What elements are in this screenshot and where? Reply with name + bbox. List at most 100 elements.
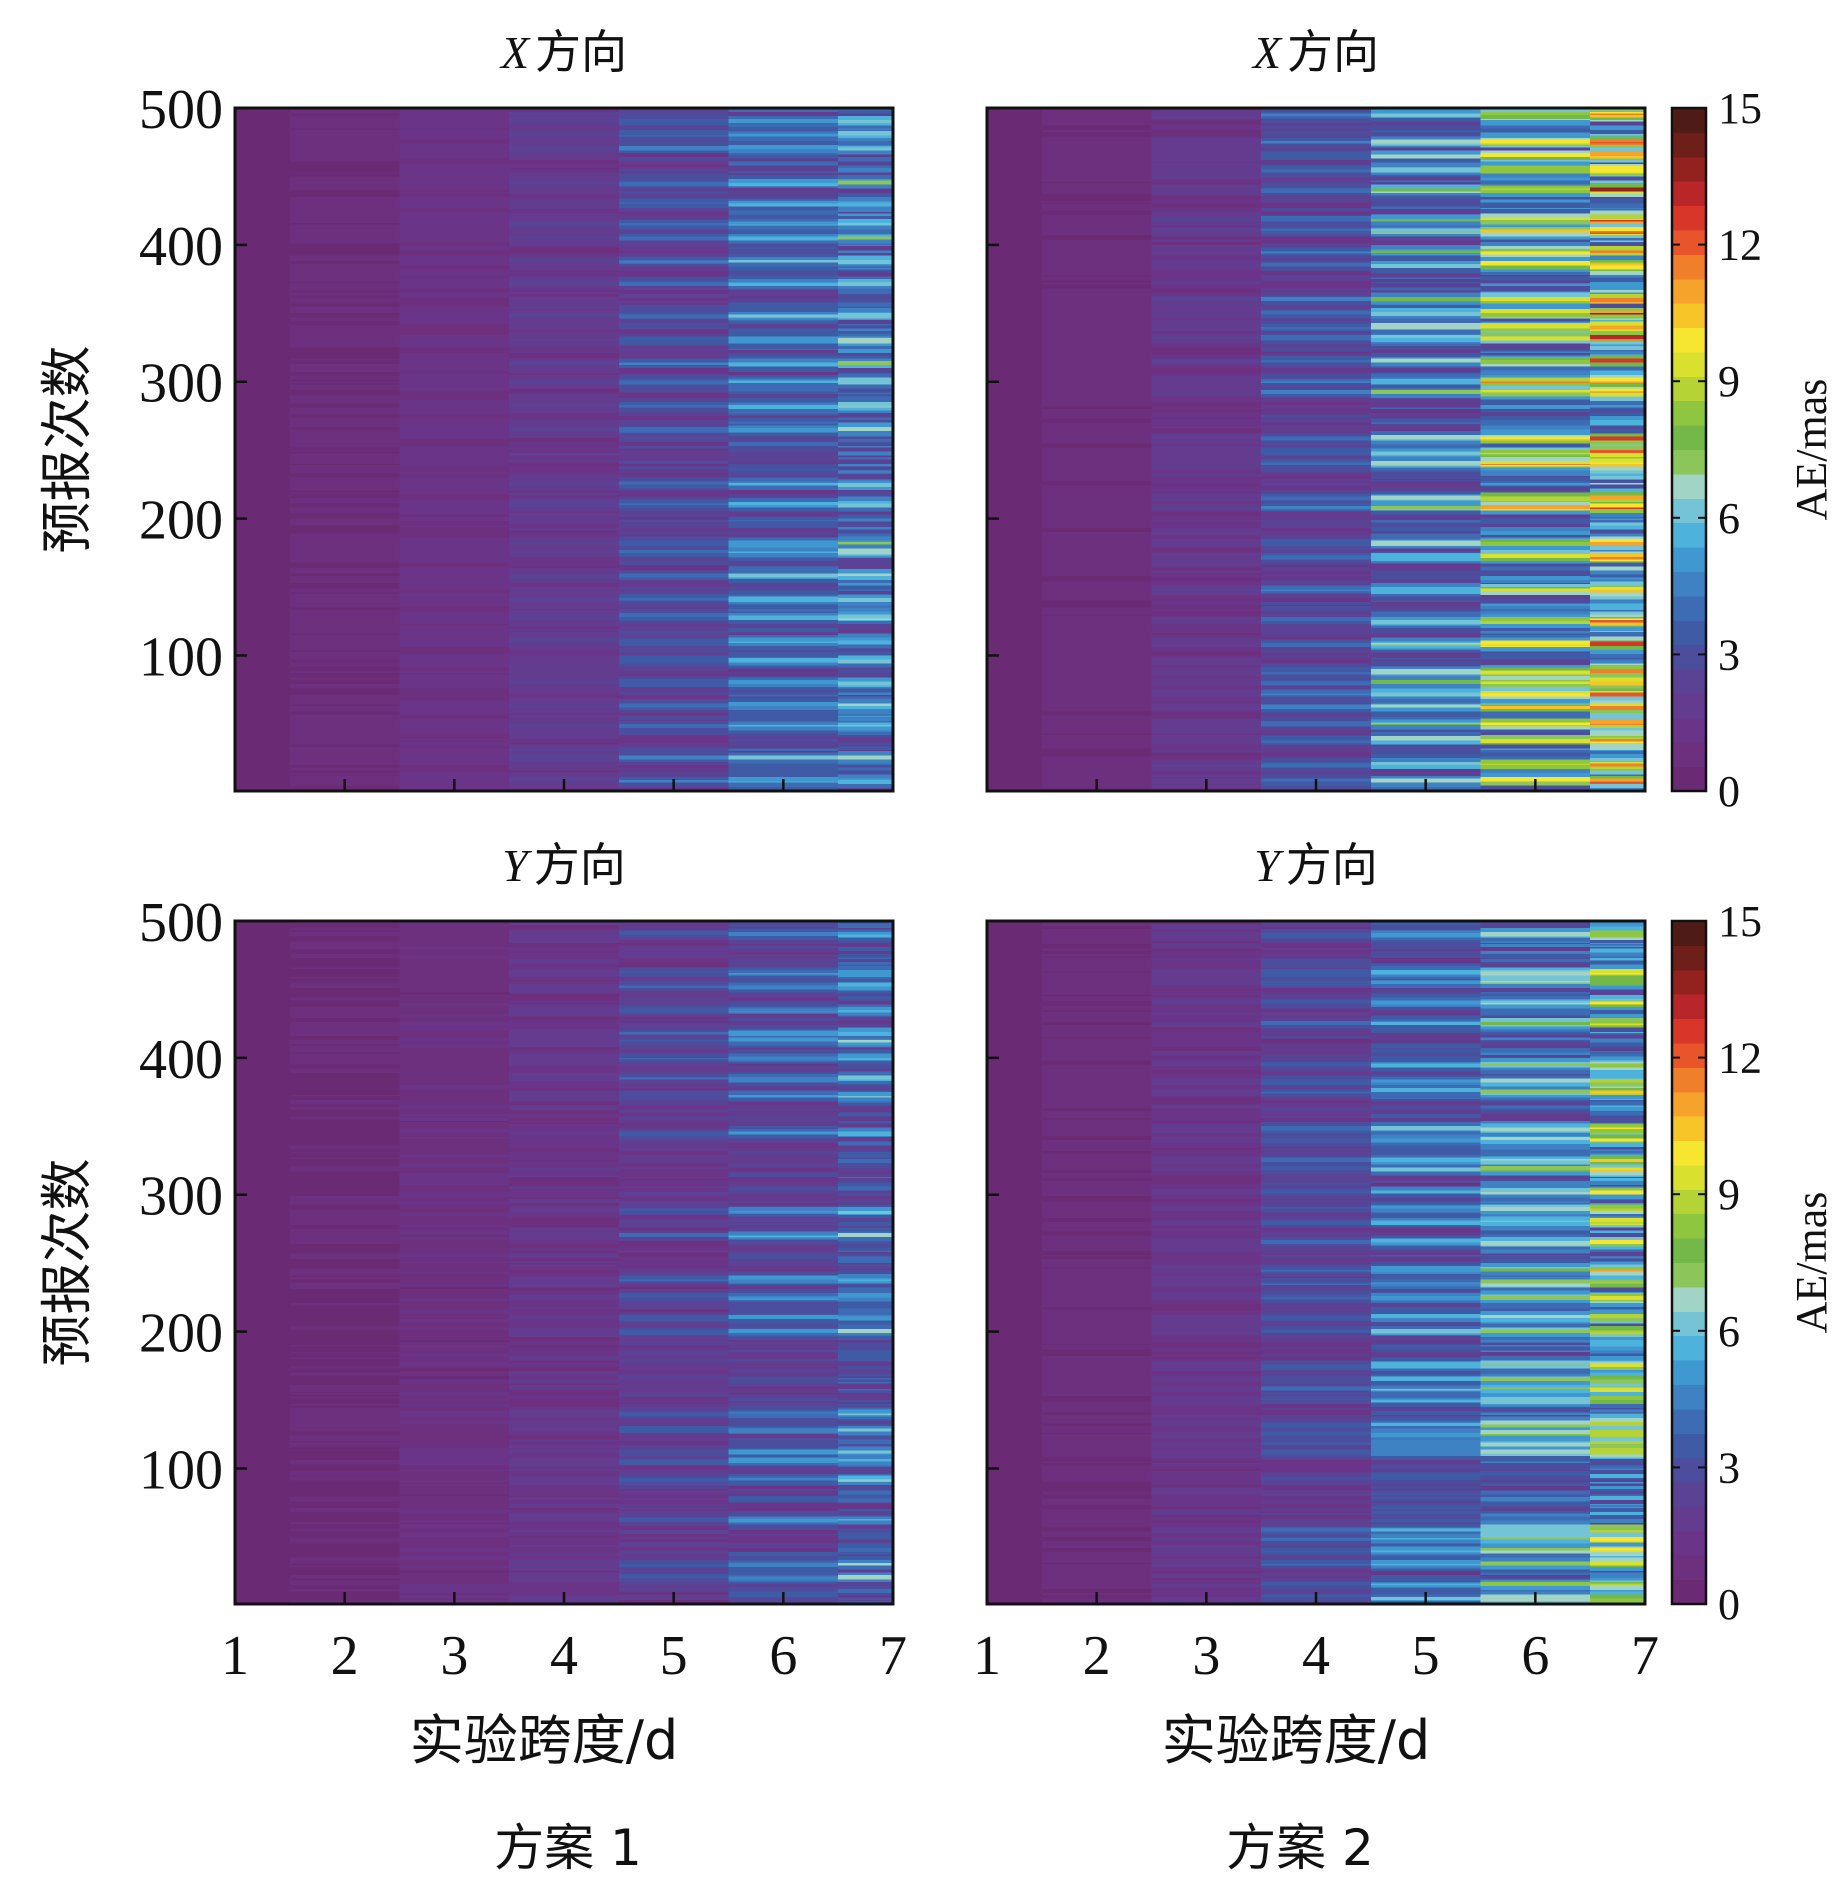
heatmap-cell [399, 1243, 510, 1249]
heatmap-cell [728, 1142, 839, 1146]
heatmap-cell [1261, 435, 1372, 441]
heatmap-cell [1480, 409, 1591, 412]
heatmap-cell [1370, 552, 1482, 557]
heatmap-cell [509, 986, 620, 990]
heatmap-cell [1151, 241, 1262, 245]
heatmap-cell [1151, 673, 1262, 676]
heatmap-cell [509, 140, 620, 143]
heatmap-cell [618, 1499, 730, 1504]
heatmap-cell [289, 193, 401, 197]
heatmap-cell [1151, 719, 1262, 722]
heatmap-cell [399, 683, 510, 689]
heatmap-cell [1041, 348, 1153, 353]
heatmap-cell [618, 673, 730, 676]
heatmap-cell [289, 1258, 401, 1262]
heatmap-cell [728, 1382, 839, 1385]
heatmap-cell [289, 1035, 401, 1040]
heatmap-cell [289, 550, 401, 556]
heatmap-cell [1041, 112, 1153, 117]
heatmap-cell [399, 589, 510, 593]
heatmap-cell [1151, 292, 1262, 296]
heatmap-cell [728, 1437, 839, 1440]
heatmap-cell [987, 171, 1043, 174]
heatmap-cell [618, 761, 730, 765]
heatmap-cell [289, 1148, 401, 1153]
heatmap-cell [618, 699, 730, 704]
heatmap-cell [618, 1187, 730, 1192]
heatmap-cell [509, 379, 620, 384]
heatmap-cell [509, 490, 620, 493]
heatmap-cell [618, 994, 730, 998]
heatmap-cell [399, 446, 510, 451]
heatmap-cell [1151, 643, 1262, 648]
heatmap-cell [1261, 767, 1372, 771]
heatmap-cell [618, 1545, 730, 1550]
heatmap-cell [235, 741, 291, 744]
heatmap-cell [289, 1356, 401, 1359]
heatmap-cell [1041, 517, 1153, 523]
heatmap-cell [1151, 174, 1262, 180]
heatmap-cell [289, 1032, 401, 1036]
heatmap-cell [728, 305, 839, 311]
heatmap-cell [618, 275, 730, 281]
heatmap-cell [1370, 230, 1482, 233]
heatmap-cell [838, 496, 894, 501]
heatmap-cell [235, 1278, 291, 1284]
heatmap-cell [1041, 758, 1153, 761]
heatmap-cell [1480, 557, 1591, 561]
heatmap-cell [509, 1448, 620, 1451]
heatmap-cell [728, 656, 839, 659]
heatmap-cell [838, 450, 894, 456]
heatmap-cell [1590, 649, 1646, 655]
heatmap-cell [289, 1329, 401, 1333]
heatmap-cell [399, 412, 510, 415]
heatmap-cell [838, 174, 894, 178]
heatmap-cell [289, 565, 401, 568]
heatmap-cell [1370, 593, 1482, 597]
heatmap-cell [399, 1447, 510, 1452]
heatmap-cell [1261, 313, 1372, 318]
heatmap-cell [235, 1567, 291, 1573]
heatmap-cell [1370, 267, 1482, 273]
heatmap-cell [235, 359, 291, 362]
heatmap-cell [728, 1274, 839, 1280]
heatmap-cell [1590, 565, 1646, 571]
heatmap-cell [838, 235, 894, 240]
heatmap-cell [509, 430, 620, 434]
heatmap-cell [509, 1266, 620, 1270]
heatmap-cell [1590, 303, 1646, 308]
heatmap-cell [289, 690, 401, 696]
heatmap-cell [509, 1330, 620, 1333]
heatmap-cell [618, 480, 730, 485]
heatmap-cell [838, 617, 894, 620]
heatmap-cell [1480, 396, 1591, 400]
heatmap-cell [728, 1547, 839, 1552]
heatmap-cell [838, 520, 894, 523]
heatmap-cell [235, 133, 291, 137]
heatmap-cell [235, 1051, 291, 1057]
heatmap-cell [399, 1278, 510, 1283]
heatmap-cell [289, 1414, 401, 1418]
heatmap-cell [235, 1597, 291, 1602]
heatmap-cell [1480, 416, 1591, 420]
heatmap-cell [289, 459, 401, 463]
heatmap-cell [728, 1328, 839, 1333]
heatmap-cell [987, 578, 1043, 581]
heatmap-cell [289, 1153, 401, 1158]
heatmap-cell [1370, 408, 1482, 414]
heatmap-cell [289, 942, 401, 945]
heatmap-cell [1480, 758, 1591, 764]
heatmap-cell [235, 1176, 291, 1181]
heatmap-cell [987, 285, 1043, 288]
heatmap-cell [509, 776, 620, 782]
heatmap-cell [509, 275, 620, 278]
heatmap-cell [399, 1326, 510, 1329]
heatmap-cell [289, 1074, 401, 1080]
heatmap-cell [509, 572, 620, 575]
heatmap-cell [509, 1370, 620, 1376]
heatmap-cell [618, 1166, 730, 1169]
heatmap-cell [1151, 764, 1262, 767]
heatmap-cell [987, 253, 1043, 258]
heatmap-cell [235, 1024, 291, 1027]
heatmap-cell [838, 613, 894, 619]
